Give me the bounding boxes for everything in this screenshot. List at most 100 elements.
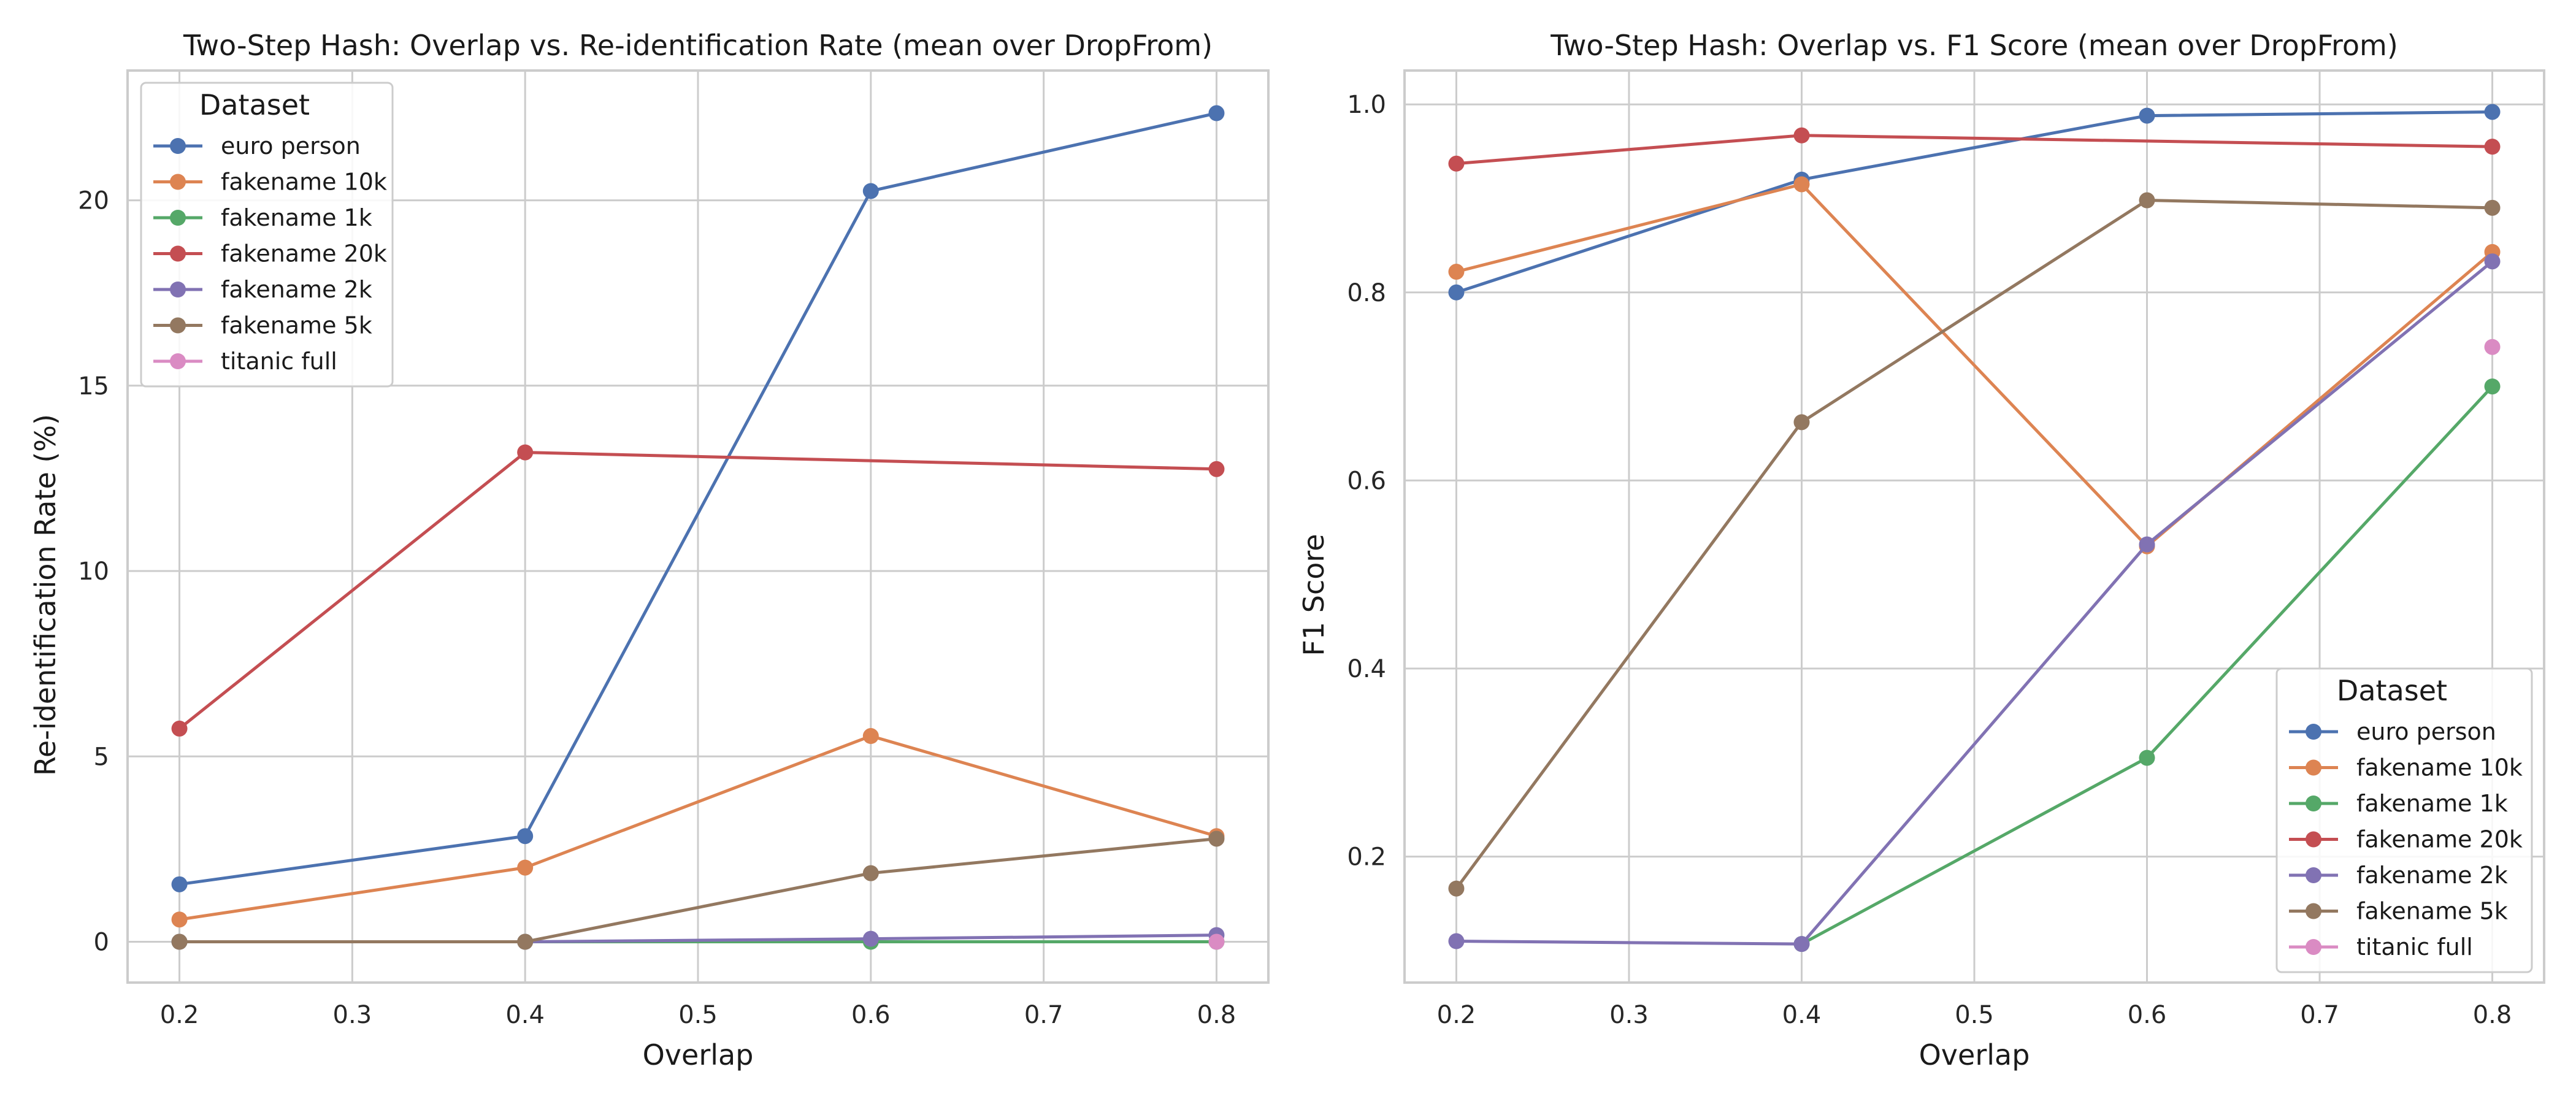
chart-left-legend-label-fakename-2k: fakename 2k [221, 276, 372, 303]
chart-left-point-fakename-5k [171, 933, 188, 950]
chart-left-x-tick-label: 0.7 [1024, 1001, 1064, 1029]
chart-left-point-fakename-5k [517, 933, 534, 950]
chart-left-point-euro-person [1208, 105, 1225, 121]
chart-left-xlabel: Overlap [643, 1038, 754, 1071]
chart-left: Two-Step Hash: Overlap vs. Re-identifica… [29, 29, 1270, 1071]
chart-left-plot-area: 0.2 0.3 0.4 0.5 0.6 0.7 0.8 0 5 10 15 20 [78, 69, 1270, 1029]
chart-left-point-euro-person [862, 183, 879, 199]
chart-left-point-euro-person [517, 828, 534, 845]
chart-left-point-fakename-20k [171, 720, 188, 737]
chart-left-point-euro-person [171, 876, 188, 892]
chart-left-x-tick-label: 0.5 [678, 1001, 718, 1029]
chart-right-point-fakename-20k [2484, 139, 2501, 155]
chart-right-point-fakename-2k [2139, 536, 2155, 553]
chart-right-point-fakename-5k [2139, 192, 2155, 209]
chart-left-legend-marker-fakename-2k [170, 282, 186, 297]
chart-left-legend-title: Dataset [199, 88, 310, 121]
chart-left-legend-marker-fakename-5k [170, 317, 186, 334]
chart-left-point-fakename-5k [1208, 830, 1225, 847]
chart-right-frame [1403, 69, 2545, 984]
chart-right-point-fakename-20k [1448, 155, 1465, 172]
chart-right-point-fakename-2k [1793, 936, 1810, 953]
chart-left-legend-marker-titanic-full [170, 353, 186, 369]
chart-right-point-fakename-5k [1793, 414, 1810, 431]
chart-right-x-tick-label: 0.5 [1955, 1001, 1994, 1029]
chart-left-y-tick-label: 10 [78, 558, 109, 586]
chart-right-x-tick-label: 0.4 [1782, 1001, 1822, 1029]
chart-left-legend-marker-fakename-10k [170, 174, 186, 190]
chart-right-point-titanic-full [2484, 339, 2501, 355]
chart-left-legend-label-fakename-5k: fakename 5k [221, 312, 372, 339]
chart-right-legend-marker-titanic-full [2306, 939, 2321, 955]
chart-right-point-fakename-5k [2484, 199, 2501, 216]
chart-right-legend-title: Dataset [2337, 674, 2447, 707]
chart-right-legend-marker-fakename-1k [2306, 795, 2321, 811]
chart-right-point-euro-person [2139, 107, 2155, 124]
chart-right-point-fakename-5k [1448, 880, 1465, 897]
chart-right-legend-label-fakename-10k: fakename 10k [2356, 754, 2523, 781]
chart-right-point-fakename-2k [1448, 933, 1465, 949]
chart-right-legend-label-fakename-5k: fakename 5k [2356, 898, 2508, 925]
chart-right-y-tick-label: 0.6 [1347, 467, 1386, 495]
chart-left-frame [126, 69, 1270, 984]
chart-right-point-fakename-1k [2139, 749, 2155, 766]
chart-right-y-tick-label: 0.8 [1347, 279, 1386, 307]
chart-right-xlabel: Overlap [1919, 1038, 2030, 1071]
chart-right-legend-label-fakename-2k: fakename 2k [2356, 862, 2508, 889]
chart-left-y-tick-label: 20 [78, 187, 109, 215]
chart-left-legend: Dataset euro person fakename 10k fakename 1… [140, 82, 394, 388]
chart-left-point-fakename-2k [862, 930, 879, 947]
chart-left-legend-label-fakename-10k: fakename 10k [221, 169, 387, 196]
chart-right-series-line-fakename-5k [1455, 199, 2493, 890]
chart-right-series-line-euro-person [1455, 110, 2493, 294]
chart-left-y-tick-label: 15 [78, 372, 109, 401]
chart-left-legend-marker-euro-person [170, 138, 186, 154]
chart-right-legend-marker-fakename-10k [2306, 759, 2321, 776]
chart-right-series-line-fakename-2k [1456, 260, 2494, 946]
chart-right: Two-Step Hash: Overlap vs. F1 Score (mea… [1297, 29, 2545, 1071]
chart-left-point-fakename-20k [1208, 461, 1225, 477]
chart-right-point-fakename-10k [1793, 176, 1810, 193]
chart-right-legend-marker-fakename-2k [2306, 867, 2321, 883]
chart-right-x-tick-label: 0.6 [2128, 1001, 2167, 1029]
chart-right-legend-label-fakename-20k: fakename 20k [2356, 826, 2523, 853]
chart-left-point-titanic-full [1208, 933, 1225, 950]
chart-right-legend-label-fakename-1k: fakename 1k [2356, 790, 2508, 817]
chart-left-series-line-fakename-10k [179, 734, 1217, 921]
chart-left-point-fakename-10k [862, 728, 879, 745]
chart-left-legend-marker-fakename-1k [170, 210, 186, 226]
chart-left-y-tick-label: 5 [94, 743, 109, 771]
chart-right-legend-label-euro-person: euro person [2356, 718, 2496, 745]
chart-right-legend-box [2275, 667, 2533, 973]
chart-left-legend-box [140, 82, 394, 388]
chart-right-x-tick-label: 0.8 [2473, 1001, 2512, 1029]
chart-left-y-tick-label: 0 [94, 929, 109, 957]
chart-right-point-fakename-20k [1793, 127, 1810, 144]
chart-left-legend-label-euro-person: euro person [221, 132, 361, 159]
chart-left-series-line-fakename-5k [179, 837, 1217, 944]
chart-right-legend-marker-fakename-20k [2306, 831, 2321, 848]
chart-left-x-tick-label: 0.2 [160, 1001, 199, 1029]
chart-left-x-tick-label: 0.8 [1197, 1001, 1236, 1029]
chart-left-point-fakename-20k [517, 444, 534, 461]
chart-right-ylabel: F1 Score [1297, 534, 1330, 656]
chart-left-legend-label-titanic-full: titanic full [221, 348, 337, 375]
chart-left-legend-label-fakename-20k: fakename 20k [221, 240, 387, 267]
chart-left-ylabel: Re-identification Rate (%) [29, 414, 62, 776]
chart-left-x-tick-label: 0.6 [851, 1001, 891, 1029]
chart-right-point-fakename-1k [2484, 378, 2501, 395]
chart-right-title: Two-Step Hash: Overlap vs. F1 Score (mea… [1550, 29, 2398, 62]
chart-right-legend-label-titanic-full: titanic full [2356, 933, 2473, 960]
chart-left-x-tick-label: 0.4 [505, 1001, 545, 1029]
chart-right-series-line-fakename-10k [1455, 182, 2494, 548]
chart-left-x-tick-label: 0.3 [333, 1001, 372, 1029]
chart-right-point-euro-person [1448, 284, 1465, 301]
chart-left-point-fakename-5k [862, 865, 879, 881]
chart-right-x-tick-label: 0.2 [1437, 1001, 1476, 1029]
chart-right-point-fakename-10k [1448, 264, 1465, 280]
chart-right-legend-marker-fakename-5k [2306, 903, 2321, 919]
chart-right-legend: Dataset euro person fakename 10k fakename 1… [2275, 667, 2533, 973]
chart-right-y-tick-label: 1.0 [1347, 91, 1386, 119]
chart-left-legend-label-fakename-1k: fakename 1k [221, 204, 372, 231]
